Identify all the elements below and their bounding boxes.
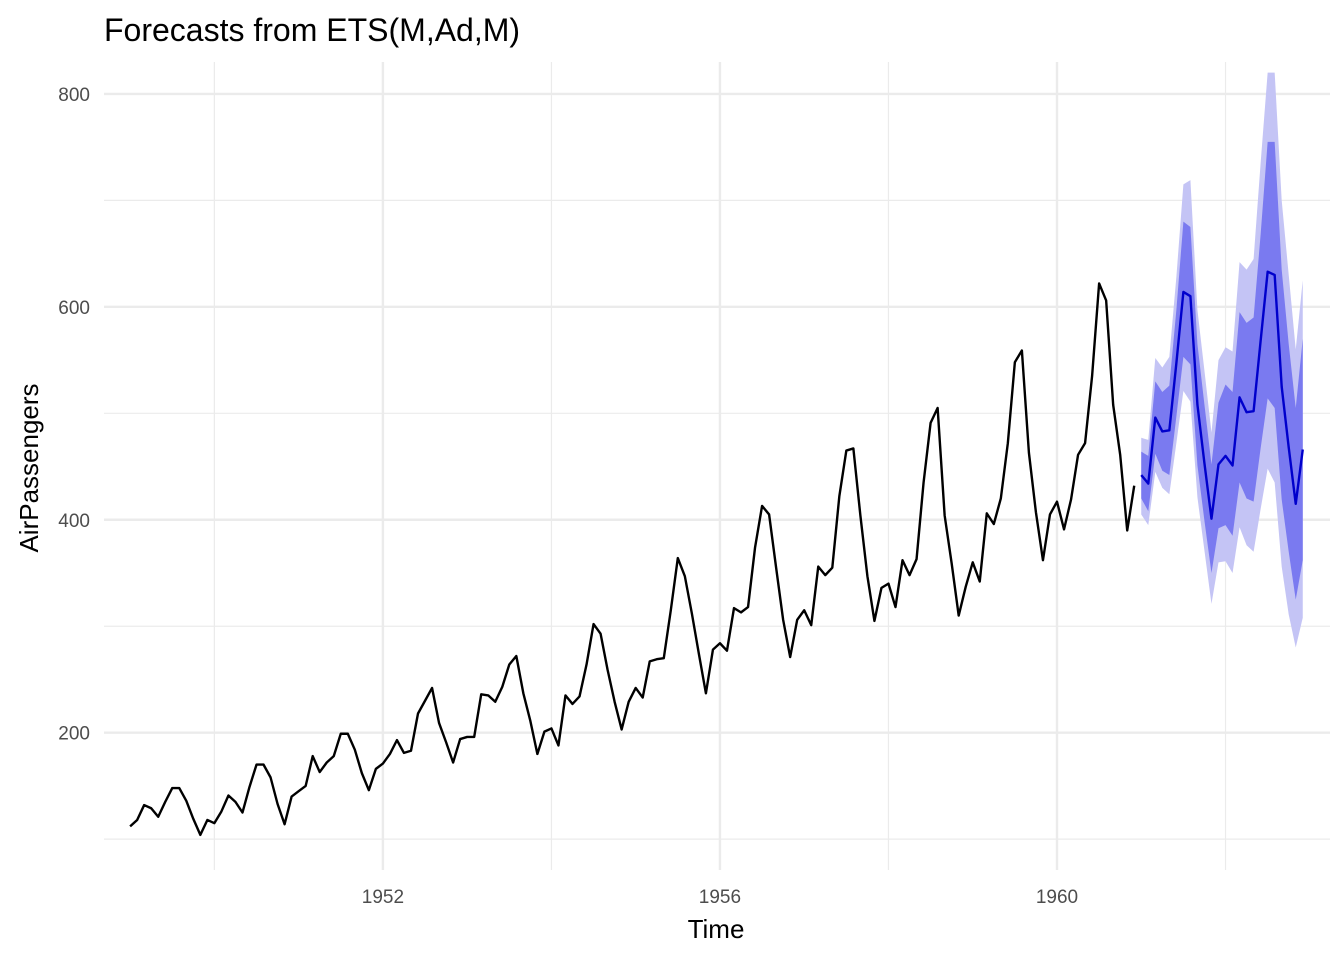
y-tick-label: 400 <box>58 511 90 532</box>
history-line <box>129 282 1136 837</box>
y-tick-label: 800 <box>58 85 90 106</box>
x-tick-label: 1952 <box>362 887 404 908</box>
y-axis-title: AirPassengers <box>14 383 44 552</box>
x-axis-title: Time <box>688 914 745 944</box>
x-tick-label: 1960 <box>1036 887 1078 908</box>
prediction-intervals <box>1141 72 1303 648</box>
series-lines <box>129 270 1304 837</box>
y-tick-label: 600 <box>58 298 90 319</box>
minor-gridlines <box>104 62 1330 870</box>
chart-title: Forecasts from ETS(M,Ad,M) <box>104 12 520 48</box>
x-tick-label: 1956 <box>699 887 741 908</box>
y-tick-label: 200 <box>58 724 90 745</box>
forecast-mean-line <box>1140 270 1304 520</box>
prediction-band-80 <box>1141 141 1303 600</box>
tick-labels: 200 400 600 800 1952 1956 1960 <box>58 85 1078 908</box>
